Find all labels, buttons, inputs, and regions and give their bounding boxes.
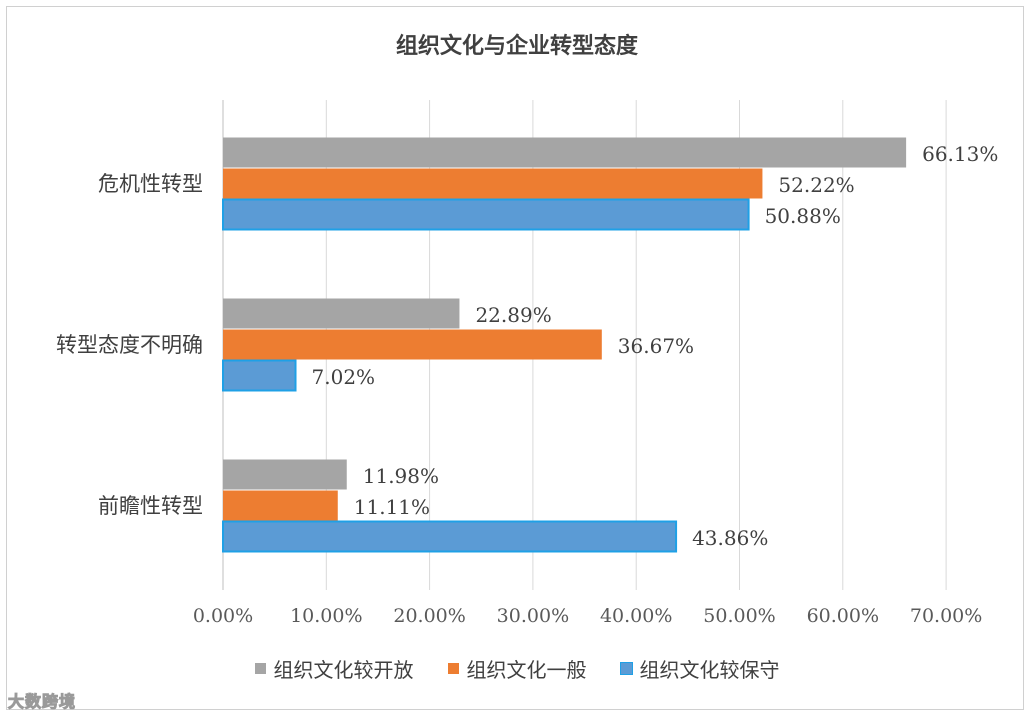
legend-item-open[interactable]: 组织文化较开放: [254, 654, 414, 683]
data-label: 50.88%: [765, 204, 841, 228]
legend-swatch-open: [254, 663, 266, 674]
legend-label-conservative: 组织文化较保守: [639, 658, 780, 682]
legend-item-average[interactable]: 组织文化一般: [447, 654, 587, 683]
bar: [223, 168, 763, 199]
data-label: 11.98%: [363, 464, 439, 488]
legend-swatch-conservative: [619, 662, 633, 675]
data-label: 7.02%: [312, 365, 376, 389]
legend-label-average: 组织文化一般: [466, 658, 587, 682]
bar: [223, 137, 907, 168]
x-tick-label: 40.00%: [600, 605, 672, 627]
data-label: 66.13%: [922, 142, 998, 166]
chart-title: 组织文化与企业转型态度: [395, 34, 638, 59]
x-tick-label: 0.00%: [193, 605, 253, 627]
bar: [223, 298, 460, 329]
x-tick-label: 20.00%: [393, 605, 465, 627]
x-tick-label: 70.00%: [910, 605, 982, 627]
data-label: 52.22%: [778, 173, 854, 197]
data-label: 11.11%: [354, 495, 430, 519]
bar: [223, 490, 338, 521]
x-tick-label: 30.00%: [497, 605, 569, 627]
x-tick-label: 60.00%: [807, 605, 879, 627]
bar: [222, 198, 750, 231]
bar: [223, 329, 602, 360]
data-label: 36.67%: [618, 334, 694, 358]
category-label: 前瞻性转型: [98, 494, 203, 518]
category-label: 转型态度不明确: [56, 333, 203, 357]
bar: [222, 359, 297, 392]
chart-legend: 组织文化较开放 组织文化一般 组织文化较保守: [0, 654, 1034, 683]
x-tick-label: 50.00%: [703, 605, 775, 627]
legend-item-conservative[interactable]: 组织文化较保守: [619, 654, 780, 683]
watermark-logo: 大数跨境: [7, 692, 77, 712]
bar: [222, 520, 678, 553]
legend-swatch-average: [447, 663, 459, 674]
bar: [223, 459, 347, 490]
data-label: 43.86%: [692, 526, 768, 550]
category-label: 危机性转型: [98, 172, 203, 196]
legend-label-open: 组织文化较开放: [273, 658, 414, 682]
data-label: 22.89%: [475, 303, 551, 327]
x-tick-label: 10.00%: [290, 605, 362, 627]
